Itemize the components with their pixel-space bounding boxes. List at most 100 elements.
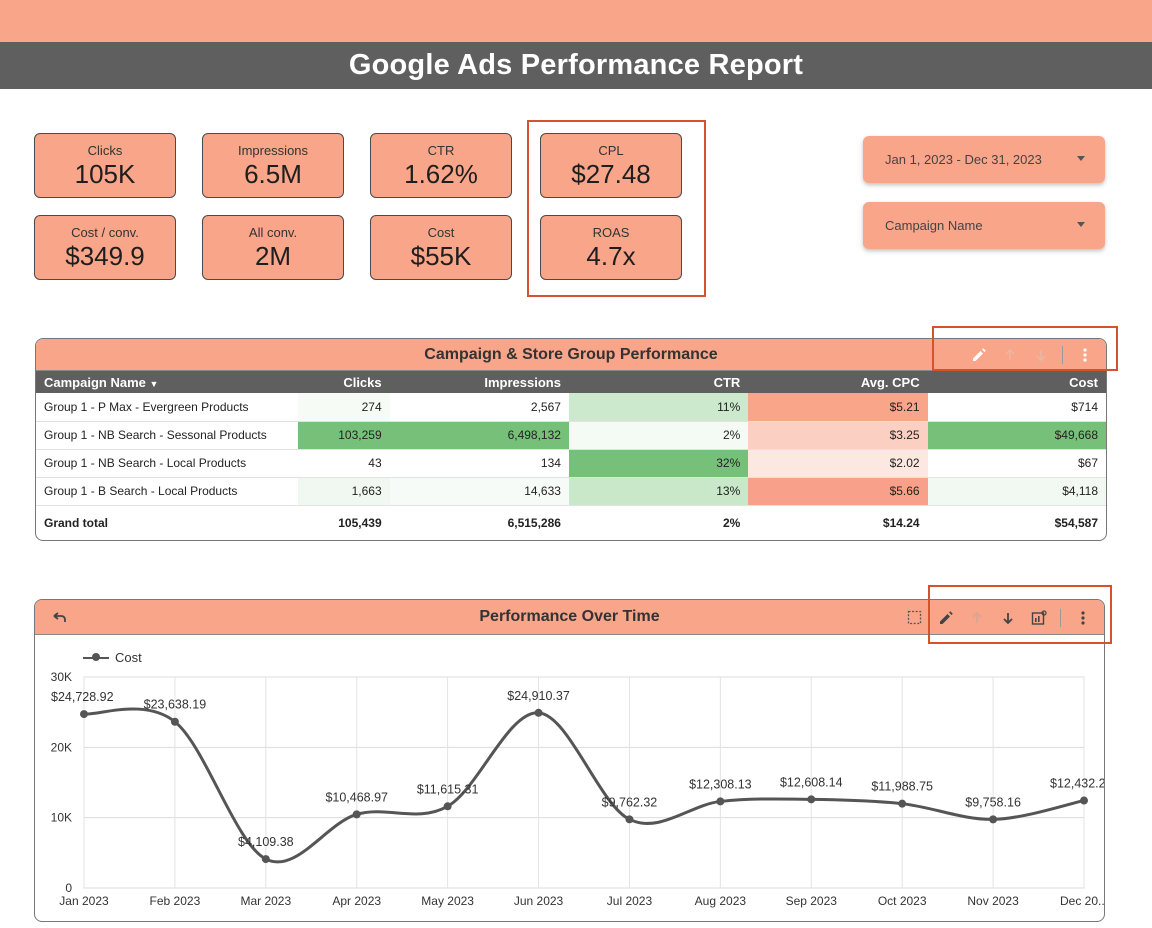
edit-pencil-icon[interactable] xyxy=(930,602,961,634)
data-point xyxy=(989,815,998,824)
cell-total-label: Grand total xyxy=(44,516,109,531)
x-tick-label: Sep 2023 xyxy=(786,894,838,908)
table-header-bar: Campaign & Store Group Performance xyxy=(36,339,1106,371)
cell-total-cost: $54,587 xyxy=(1054,516,1098,531)
cell-total-ctr: 2% xyxy=(722,516,741,531)
kpi-clicks[interactable]: Clicks 105K xyxy=(34,133,176,198)
chart-insights-icon[interactable] xyxy=(1023,602,1054,634)
kpi-all-conversions[interactable]: All conv. 2M xyxy=(202,215,344,280)
data-label: $24,728.92 xyxy=(51,690,114,704)
y-tick-label: 0 xyxy=(65,881,72,895)
col-header-campaign[interactable]: Campaign Name ▼ xyxy=(36,371,298,393)
table-row[interactable]: Group 1 - P Max - Evergreen Products 274 2… xyxy=(36,393,1106,421)
cell-campaign-name: Group 1 - NB Search - Local Products xyxy=(44,456,247,470)
y-tick-label: 10K xyxy=(51,811,72,825)
data-label: $11,615.31 xyxy=(417,782,479,796)
kpi-value: $27.48 xyxy=(571,159,651,189)
arrow-up-icon[interactable] xyxy=(994,339,1025,371)
kpi-label: CPL xyxy=(598,143,624,158)
toolbar-divider xyxy=(1062,346,1063,364)
cell-clicks: 103,259 xyxy=(297,421,390,449)
y-tick-label: 30K xyxy=(51,670,72,684)
cell-impressions: 6,498,132 xyxy=(389,421,569,449)
cell-cost: $4,118 xyxy=(927,477,1106,505)
cell-ctr: 13% xyxy=(568,477,749,505)
kpi-roas[interactable]: ROAS 4.7x xyxy=(540,215,682,280)
kpi-impressions[interactable]: Impressions 6.5M xyxy=(202,133,344,198)
date-range-dropdown[interactable]: Jan 1, 2023 - Dec 31, 2023 xyxy=(863,136,1105,183)
x-tick-label: Jan 2023 xyxy=(59,894,109,908)
edit-pencil-icon[interactable] xyxy=(963,339,994,371)
kpi-label: Cost / conv. xyxy=(71,225,139,240)
col-header-impressions[interactable]: Impressions xyxy=(389,371,569,393)
kpi-value: 1.62% xyxy=(404,159,478,189)
data-point xyxy=(80,710,88,719)
data-point xyxy=(807,795,816,804)
kpi-label: CTR xyxy=(427,143,455,158)
select-area-icon[interactable] xyxy=(899,602,930,634)
table-row[interactable]: Group 1 - NB Search - Sessonal Products 1… xyxy=(36,421,1106,449)
arrow-down-icon[interactable] xyxy=(992,602,1023,634)
y-tick-label: 20K xyxy=(51,740,72,754)
table-title: Campaign & Store Group Performance xyxy=(424,345,718,363)
data-point xyxy=(261,855,270,864)
legend-swatch-cost xyxy=(83,652,109,661)
col-header-cost[interactable]: Cost xyxy=(927,371,1106,393)
table-row[interactable]: Group 1 - B Search - Local Products 1,663… xyxy=(36,477,1106,505)
chart-toolbar xyxy=(899,600,1098,635)
plot-area xyxy=(83,676,1085,889)
col-header-ctr[interactable]: CTR xyxy=(568,371,749,393)
data-point xyxy=(716,797,725,806)
kpi-cost[interactable]: Cost $55K xyxy=(370,215,512,280)
cell-ctr: 2% xyxy=(568,421,749,449)
kpi-cpl[interactable]: CPL $27.48 xyxy=(540,133,682,198)
cell-cost: $67 xyxy=(927,449,1106,477)
data-label: $11,988.75 xyxy=(871,780,933,794)
cell-clicks: 1,663 xyxy=(297,477,390,505)
arrow-down-icon[interactable] xyxy=(1025,339,1056,371)
cell-impressions: 134 xyxy=(389,449,569,477)
cell-clicks: 274 xyxy=(297,393,390,421)
kpi-value: 6.5M xyxy=(244,159,302,189)
undo-icon[interactable] xyxy=(43,602,74,634)
data-label: $12,432.2 xyxy=(1050,777,1105,791)
col-header-clicks[interactable]: Clicks xyxy=(297,371,390,393)
sort-desc-icon: ▼ xyxy=(149,378,159,389)
toolbar-divider xyxy=(1060,608,1061,627)
cell-campaign-name: Group 1 - B Search - Local Products xyxy=(44,484,238,498)
table-row[interactable]: Group 1 - NB Search - Local Products 43 13… xyxy=(36,449,1106,477)
data-label: $9,758.16 xyxy=(965,795,1021,809)
col-header-avg-cpc[interactable]: Avg. CPC xyxy=(748,371,928,393)
kpi-label: Cost xyxy=(427,225,455,240)
kpi-label: ROAS xyxy=(592,225,630,240)
more-vert-icon[interactable] xyxy=(1067,602,1098,634)
x-tick-label: Aug 2023 xyxy=(695,894,747,908)
kpi-value: 2M xyxy=(254,241,292,271)
kpi-highlight-box xyxy=(527,120,706,297)
chart-toolbar-highlight-box xyxy=(928,585,1112,644)
kpi-cost-per-conversion[interactable]: Cost / conv. $349.9 xyxy=(34,215,176,280)
data-label: $23,638.19 xyxy=(144,698,207,712)
more-vert-icon[interactable] xyxy=(1069,339,1100,371)
cell-impressions: 14,633 xyxy=(389,477,569,505)
table-toolbar xyxy=(963,339,1100,371)
chart-legend[interactable]: Cost xyxy=(83,650,142,665)
chart-panel-title: Performance Over Time xyxy=(479,608,660,625)
cell-total-clicks: 105,439 xyxy=(338,516,382,531)
campaign-filter-dropdown[interactable]: Campaign Name xyxy=(863,202,1105,249)
kpi-value: 4.7x xyxy=(586,241,636,271)
data-point xyxy=(625,815,634,824)
cell-cost: $49,668 xyxy=(927,421,1106,449)
x-tick-label: Oct 2023 xyxy=(878,894,927,908)
kpi-label: Impressions xyxy=(237,143,309,158)
x-tick-label: Jun 2023 xyxy=(514,894,564,908)
cell-impressions: 2,567 xyxy=(389,393,569,421)
top-color-band xyxy=(0,0,1152,42)
cell-ctr: 32% xyxy=(568,449,749,477)
kpi-ctr[interactable]: CTR 1.62% xyxy=(370,133,512,198)
cell-total-impressions: 6,515,286 xyxy=(507,516,561,531)
table-toolbar-highlight-box xyxy=(932,326,1118,371)
chart-header-bar: Performance Over Time xyxy=(35,600,1104,635)
arrow-up-icon[interactable] xyxy=(961,602,992,634)
cell-campaign-name: Group 1 - NB Search - Sessonal Products xyxy=(44,428,267,442)
